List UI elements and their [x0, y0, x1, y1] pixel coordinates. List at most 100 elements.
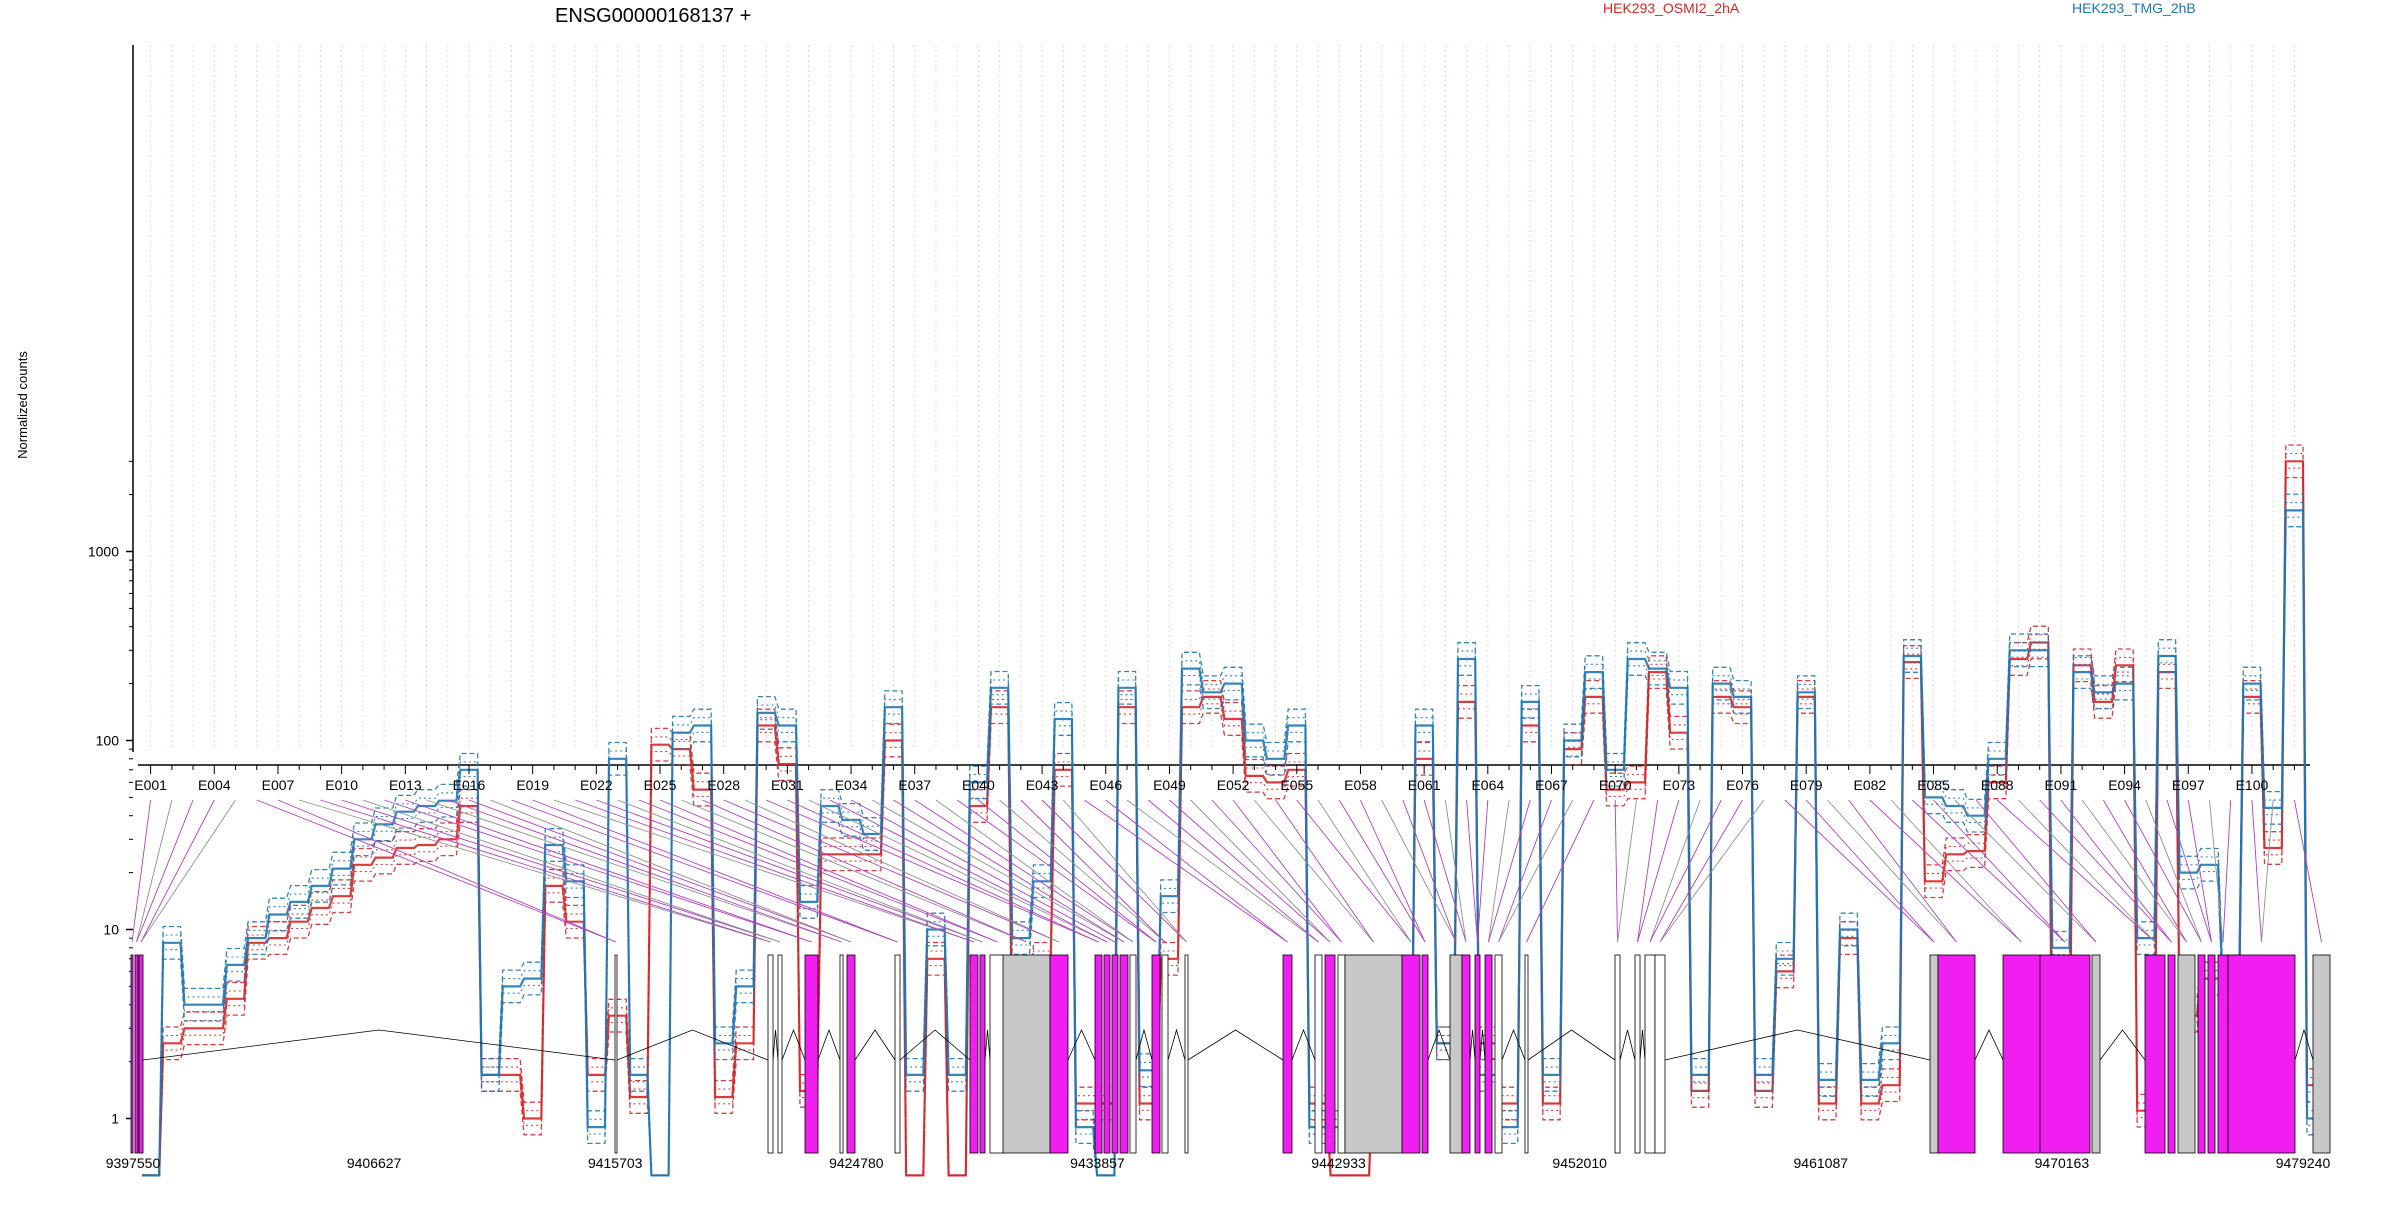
exon-connector [2060, 799, 2172, 943]
x-tick-label: E004 [198, 777, 231, 793]
exon-box [1184, 954, 1189, 1154]
x-ticks: E001 E004 E007 E010 E013 E016 E019 E022 E025 E028… [134, 765, 2295, 793]
intron-line [1187, 1029, 1284, 1061]
coordinate-label: 9397550 [106, 1155, 161, 1171]
exon-connector [136, 799, 173, 943]
exon-box [2144, 954, 2166, 1154]
exon-connector [532, 799, 898, 943]
exon-box [138, 954, 144, 1154]
exon-box [979, 954, 986, 1154]
exon-connector [383, 799, 812, 943]
series-lines [142, 444, 2325, 1177]
exon-connector [1933, 799, 2066, 943]
exon-connector [1617, 799, 1637, 943]
exon-connector [850, 799, 1116, 943]
exon-connector [978, 799, 1157, 943]
intron-line [1469, 1029, 1476, 1061]
exon-connector [659, 799, 998, 943]
series-line [142, 493, 2325, 1177]
gene-model [130, 954, 2331, 1154]
x-tick-label: E085 [1917, 777, 1950, 793]
x-tick-label: E100 [2236, 777, 2269, 793]
intron-line [1501, 1028, 1526, 1061]
exon-connector [914, 799, 1134, 943]
exon-connector [1190, 799, 1331, 943]
exon-box [2227, 954, 2296, 1154]
x-tick-label: E070 [1599, 777, 1632, 793]
exon-connector [2081, 799, 2187, 943]
exon-connector [1890, 799, 2022, 943]
exon-box [1524, 954, 1529, 1154]
intron-line [817, 1028, 841, 1061]
exon-connector [1488, 799, 1510, 943]
series-line [142, 476, 2325, 1177]
exon-box [1324, 954, 1336, 1154]
x-tick-label: E010 [325, 777, 358, 793]
exon-box [1937, 954, 1976, 1154]
series-line [142, 460, 2325, 1177]
exon-box [1484, 954, 1493, 1154]
intron-line [2294, 1028, 2314, 1061]
exon-box [839, 954, 844, 1154]
x-tick-label: E001 [134, 777, 167, 793]
exon-box [1474, 954, 1481, 1154]
exon-connector [511, 799, 898, 943]
exon-connector [2261, 799, 2274, 943]
x-tick-label: E058 [1344, 777, 1377, 793]
exon-connector [999, 799, 1166, 943]
exon-box [2177, 954, 2196, 1154]
exon-connector [1637, 799, 1659, 943]
exon-connector [596, 799, 983, 943]
exon-box [804, 954, 819, 1154]
exon-connector [2018, 799, 2156, 943]
x-tick-label: E055 [1280, 777, 1313, 793]
exon-connector [1869, 799, 2022, 943]
exon-connector [362, 799, 781, 943]
intron-line [1067, 1029, 1096, 1061]
exon-connector [1062, 799, 1187, 943]
exon-connector [256, 799, 617, 943]
exon-box [1494, 954, 1503, 1154]
x-tick-label: E082 [1854, 777, 1887, 793]
exon-box [1449, 954, 1463, 1154]
y-ticks: 1 10 100 1000 [88, 460, 133, 1127]
exon-box [2167, 954, 2176, 1154]
exon-connector [2251, 799, 2262, 943]
exon-connector [1105, 799, 1288, 943]
intron-line [1974, 1029, 2004, 1061]
exon-box [2002, 954, 2041, 1154]
exon-connector [1275, 799, 1374, 943]
exon-connector [638, 799, 998, 943]
x-tick-label: E061 [1408, 777, 1441, 793]
exon-connector [744, 799, 1060, 943]
exon-box [1161, 954, 1169, 1154]
exon-connector [1637, 799, 1680, 943]
intron-line [1527, 1029, 1616, 1061]
x-tick-label: E022 [580, 777, 613, 793]
series-line [142, 467, 2325, 1176]
exon-box [134, 954, 139, 1154]
exon-connector [1126, 799, 1319, 943]
x-tick-label: E088 [1981, 777, 2014, 793]
exon-connector [1996, 799, 2156, 943]
exon-connector [2145, 799, 2202, 943]
exon-box [1614, 954, 1621, 1154]
intron-line [1479, 1029, 1486, 1061]
series-line [142, 516, 2325, 1176]
exon-connector [1381, 799, 1457, 943]
exon-box [2207, 954, 2216, 1154]
exon-box [2091, 954, 2101, 1154]
exon-box [1634, 954, 1641, 1154]
exon-connector [1975, 799, 2097, 943]
exon-connector [1488, 799, 1531, 943]
exon-box [1644, 954, 1656, 1154]
y-tick-label: 1000 [88, 544, 119, 560]
exon-box [1337, 954, 1346, 1154]
x-tick-label: E019 [516, 777, 549, 793]
x-tick-label: E067 [1535, 777, 1568, 793]
exon-connector [681, 799, 1027, 943]
x-tick-label: E073 [1662, 777, 1695, 793]
x-tick-label: E046 [1089, 777, 1122, 793]
exon-connector [320, 799, 771, 943]
exon-connector [829, 799, 1108, 943]
